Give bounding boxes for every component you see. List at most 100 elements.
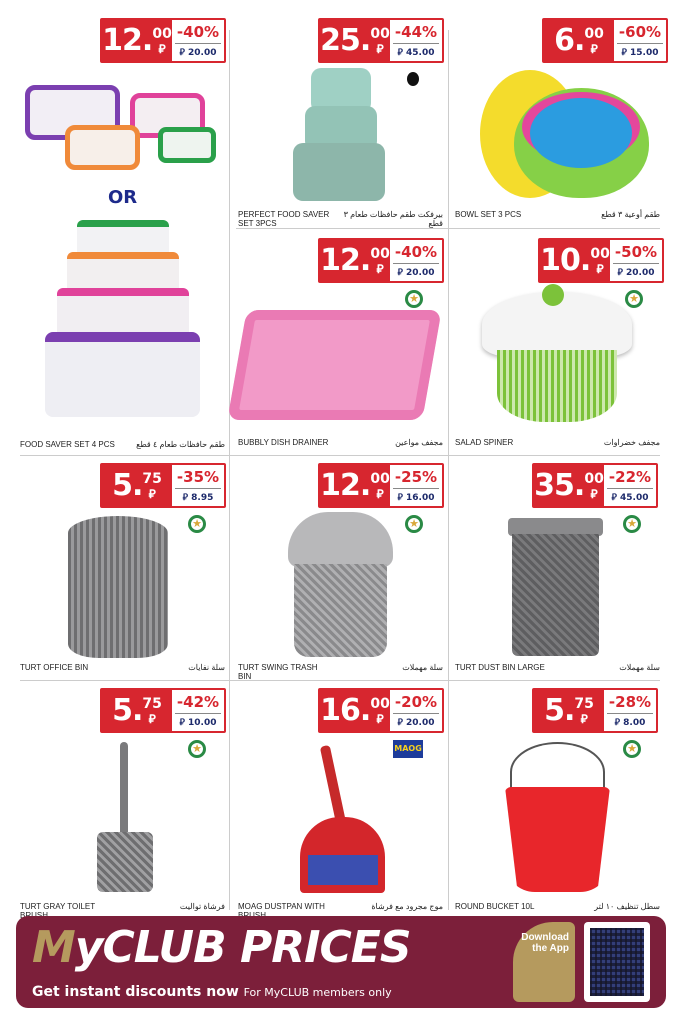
- product-image-toilet-brush: [95, 742, 155, 894]
- product-name-arabic: سلة مهملات: [619, 663, 660, 672]
- product-label: ROUND BUCKET 10L سطل تنظيف ١٠ لتر: [455, 902, 660, 911]
- current-price: 35. 00 ⃁: [534, 468, 604, 503]
- product-name-arabic: مجفف مواعين: [395, 438, 443, 447]
- qr-code[interactable]: [584, 922, 650, 1002]
- discount-percent: -22%: [606, 468, 654, 489]
- product-name-arabic: مجفف خضراوات: [603, 438, 660, 447]
- perfect-brand-logo: [407, 72, 419, 86]
- product-image-salad-spinner: [482, 284, 632, 427]
- brand-logo-icon: ★: [623, 740, 641, 758]
- product-name-arabic: طقم حافظات طعام ٤ قطع: [136, 440, 225, 449]
- download-app-button[interactable]: Download the App: [513, 922, 575, 1002]
- product-label: FOOD SAVER SET 4 PCS طقم حافظات طعام ٤ قط…: [20, 440, 225, 449]
- product-name-arabic: فرشاة تواليت: [179, 902, 225, 911]
- brand-logo-icon: ★: [188, 740, 206, 758]
- maog-brand-logo: MAOG: [393, 740, 423, 758]
- current-price: 12. 00 ⃁: [102, 23, 172, 58]
- myclub-banner[interactable]: MyCLUB PRICES Get instant discounts now …: [16, 916, 666, 1008]
- price-tag: 16. 00 ⃁ -20% ⃁ 20.00: [318, 688, 444, 733]
- price-tag: 35. 00 ⃁ -22% ⃁ 45.00: [532, 463, 658, 508]
- product-name: MOAG DUSTPAN WITH BRUSH: [238, 902, 325, 920]
- product-name: TURT GRAY TOILET BRUSH: [20, 902, 95, 920]
- old-price: ⃁ 20.00: [397, 268, 435, 278]
- old-price: ⃁ 20.00: [617, 268, 655, 278]
- discount-percent: -28%: [606, 693, 654, 714]
- divider: [20, 455, 660, 456]
- product-image-food-saver-stack: [45, 220, 200, 420]
- current-price: 5. 75 ⃁: [112, 468, 162, 503]
- product-name-arabic: طقم أوعية ٣ قطع: [601, 210, 660, 219]
- brand-logo-icon: ★: [188, 515, 206, 533]
- discount-percent: -42%: [174, 693, 222, 714]
- banner-title: MyCLUB PRICES: [32, 922, 412, 973]
- price-tag: 6. 00 ⃁ -60% ⃁ 15.00: [542, 18, 668, 63]
- old-price: ⃁ 8.95: [182, 493, 214, 503]
- discount-percent: -50%: [612, 243, 660, 264]
- product-name-arabic: سطل تنظيف ١٠ لتر: [594, 902, 660, 911]
- current-price: 25. 00 ⃁: [320, 23, 390, 58]
- product-name: BUBBLY DISH DRAINER: [238, 438, 329, 447]
- divider: [236, 228, 660, 229]
- product-name-arabic: سلة نفايات: [188, 663, 225, 672]
- discount-percent: -20%: [392, 693, 440, 714]
- old-price: ⃁ 20.00: [397, 718, 435, 728]
- price-tag: 12. 00 ⃁ -40% ⃁ 20.00: [100, 18, 226, 63]
- price-tag: 12. 00 ⃁ -40% ⃁ 20.00: [318, 238, 444, 283]
- product-label: TURT SWING TRASH BIN سلة مهملات: [238, 663, 443, 681]
- current-price: 10. 00 ⃁: [540, 243, 610, 278]
- discount-percent: -60%: [616, 23, 664, 44]
- discount-percent: -40%: [392, 243, 440, 264]
- product-name: TURT OFFICE BIN: [20, 663, 89, 672]
- product-name: TURT SWING TRASH BIN: [238, 663, 318, 681]
- current-price: 5. 75 ⃁: [112, 693, 162, 728]
- current-price: 12. 00 ⃁: [320, 243, 390, 278]
- product-image-perfect-saver: [293, 68, 388, 203]
- product-label: TURT GRAY TOILET BRUSH فرشاة تواليت: [20, 902, 225, 920]
- old-price: ⃁ 45.00: [611, 493, 649, 503]
- discount-percent: -35%: [174, 468, 222, 489]
- product-image-food-saver: [25, 85, 220, 175]
- current-price: 16. 00 ⃁: [320, 693, 390, 728]
- old-price: ⃁ 45.00: [397, 48, 435, 58]
- discount-percent: -44%: [392, 23, 440, 44]
- price-tag: 10. 00 ⃁ -50% ⃁ 20.00: [538, 238, 664, 283]
- product-label: BOWL SET 3 PCS طقم أوعية ٣ قطع: [455, 210, 660, 219]
- price-tag: 5. 75 ⃁ -35% ⃁ 8.95: [100, 463, 226, 508]
- product-image-dish-drainer: [227, 310, 442, 420]
- product-name: FOOD SAVER SET 4 PCS: [20, 440, 115, 449]
- banner-subtitle: Get instant discounts now For MyCLUB mem…: [32, 984, 392, 1000]
- product-label: BUBBLY DISH DRAINER مجفف مواعين: [238, 438, 443, 447]
- product-label: TURT OFFICE BIN سلة نفايات: [20, 663, 225, 672]
- divider: [20, 680, 660, 681]
- old-price: ⃁ 16.00: [397, 493, 435, 503]
- current-price: 6. 00 ⃁: [554, 23, 604, 58]
- or-label: OR: [108, 187, 138, 208]
- product-name: SALAD SPINER: [455, 438, 514, 447]
- product-name-arabic: موج مجرود مع فرشاة: [371, 902, 443, 911]
- old-price: ⃁ 10.00: [179, 718, 217, 728]
- product-label: TURT DUST BIN LARGE سلة مهملات: [455, 663, 660, 672]
- price-tag: 25. 00 ⃁ -44% ⃁ 45.00: [318, 18, 444, 63]
- current-price: 12. 00 ⃁: [320, 468, 390, 503]
- product-name-arabic: بيرفكت طقم حافظات طعام ٣ قطع: [343, 210, 443, 228]
- brand-logo-icon: ★: [623, 515, 641, 533]
- brand-logo-icon: ★: [405, 515, 423, 533]
- product-image-dustpan: [300, 744, 385, 893]
- old-price: ⃁ 20.00: [179, 48, 217, 58]
- product-label: MOAG DUSTPAN WITH BRUSH موج مجرود مع فرشا…: [238, 902, 443, 920]
- old-price: ⃁ 8.00: [614, 718, 646, 728]
- product-name: TURT DUST BIN LARGE: [455, 663, 545, 672]
- old-price: ⃁ 15.00: [621, 48, 659, 58]
- product-image-swing-bin: [288, 512, 393, 657]
- divider: [229, 30, 230, 910]
- product-name-arabic: سلة مهملات: [402, 663, 443, 672]
- product-label: PERFECT FOOD SAVER SET 3PCS بيرفكت طقم حا…: [238, 210, 443, 228]
- discount-percent: -25%: [392, 468, 440, 489]
- price-tag: 12. 00 ⃁ -25% ⃁ 16.00: [318, 463, 444, 508]
- brand-logo-icon: ★: [405, 290, 423, 308]
- product-image-bucket: [505, 742, 610, 897]
- divider: [448, 30, 449, 910]
- price-tag: 5. 75 ⃁ -42% ⃁ 10.00: [100, 688, 226, 733]
- price-tag: 5. 75 ⃁ -28% ⃁ 8.00: [532, 688, 658, 733]
- discount-percent: -40%: [174, 23, 222, 44]
